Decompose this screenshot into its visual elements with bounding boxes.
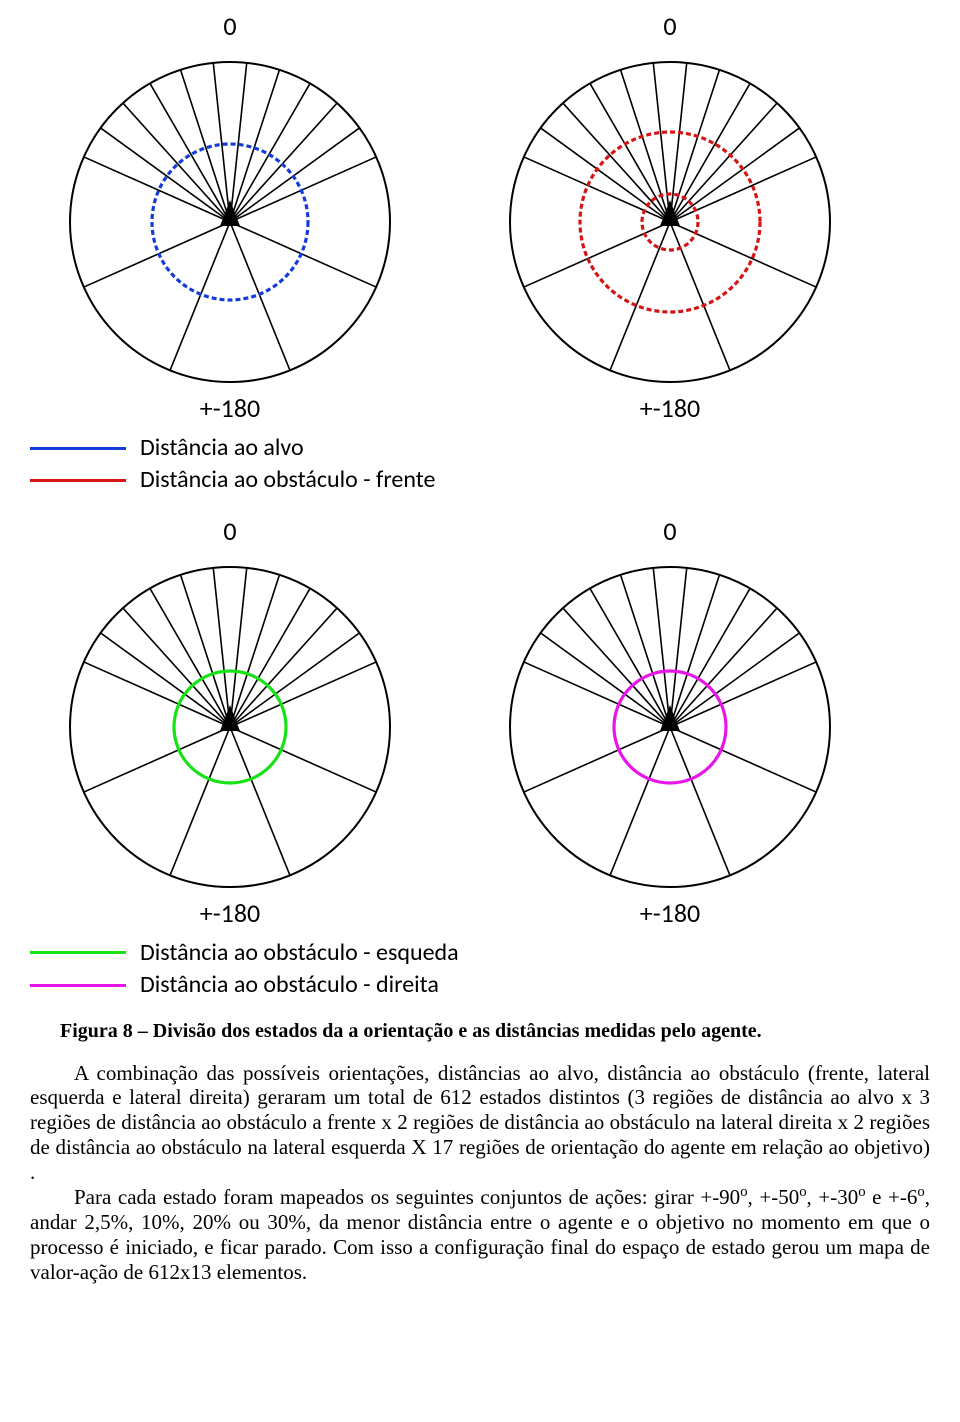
legend-item: Distância ao obstáculo - direita [30, 969, 930, 1001]
panel-top-label: 0 [30, 10, 430, 42]
legend-swatch [30, 951, 126, 954]
page-root: 0 +-180 0 +-180 Distância ao alvo Distân… [0, 0, 960, 1324]
panel-left: 0 +-180 [30, 515, 430, 929]
legend-label: Distância ao alvo [140, 432, 304, 464]
panel-front: 0 +-180 [470, 10, 870, 424]
legend-label: Distância ao obstáculo - frente [140, 464, 435, 496]
legend-top: Distância ao alvo Distância ao obstáculo… [30, 432, 930, 497]
legend-label: Distância ao obstáculo - direita [140, 969, 439, 1001]
legend-bottom: Distância ao obstáculo - esqueda Distânc… [30, 937, 930, 1002]
legend-swatch [30, 984, 126, 987]
panel-bottom-label: +-180 [30, 897, 430, 929]
legend-item: Distância ao obstáculo - frente [30, 464, 930, 496]
panel-row-2: 0 +-180 0 +-180 [30, 515, 930, 929]
panel-top-label: 0 [30, 515, 430, 547]
panel-right: 0 +-180 [470, 515, 870, 929]
paragraph: A combinação das possíveis orientações, … [30, 1061, 930, 1185]
legend-label: Distância ao obstáculo - esqueda [140, 937, 459, 969]
panel-top-label: 0 [470, 515, 870, 547]
panel-bottom-label: +-180 [30, 392, 430, 424]
body-text: A combinação das possíveis orientações, … [30, 1061, 930, 1285]
figure-caption: Figura 8 – Divisão dos estados da a orie… [30, 1020, 930, 1043]
panel-row-1: 0 +-180 0 +-180 [30, 10, 930, 424]
legend-swatch [30, 447, 126, 450]
panel-target: 0 +-180 [30, 10, 430, 424]
legend-swatch [30, 479, 126, 482]
panel-svg [30, 547, 430, 897]
panel-top-label: 0 [470, 10, 870, 42]
panel-svg [470, 547, 870, 897]
panel-svg [30, 42, 430, 392]
panel-bottom-label: +-180 [470, 392, 870, 424]
paragraph: Para cada estado foram mapeados os segui… [30, 1184, 930, 1284]
panel-bottom-label: +-180 [470, 897, 870, 929]
legend-item: Distância ao obstáculo - esqueda [30, 937, 930, 969]
panel-svg [470, 42, 870, 392]
legend-item: Distância ao alvo [30, 432, 930, 464]
